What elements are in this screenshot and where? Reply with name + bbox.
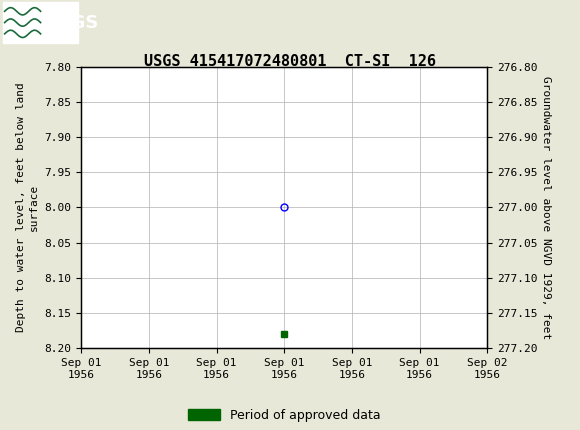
Text: USGS 415417072480801  CT-SI  126: USGS 415417072480801 CT-SI 126 bbox=[144, 54, 436, 69]
Legend: Period of approved data: Period of approved data bbox=[183, 403, 385, 427]
Text: USGS: USGS bbox=[44, 14, 99, 31]
Y-axis label: Groundwater level above NGVD 1929, feet: Groundwater level above NGVD 1929, feet bbox=[541, 76, 552, 339]
Bar bbox=[3, 2, 78, 43]
Y-axis label: Depth to water level, feet below land
surface: Depth to water level, feet below land su… bbox=[16, 83, 39, 332]
